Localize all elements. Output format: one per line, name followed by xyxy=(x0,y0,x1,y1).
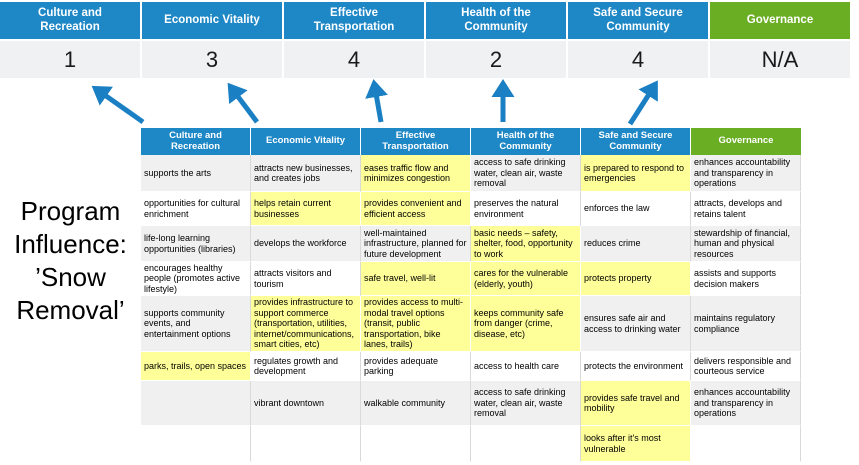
matrix-cell xyxy=(141,381,251,426)
matrix-cell xyxy=(141,426,251,462)
matrix-cell: attracts new businesses, and creates job… xyxy=(251,155,361,192)
matrix-cell: attracts visitors and tourism xyxy=(251,262,361,296)
matrix-cell: delivers responsible and courteous servi… xyxy=(691,352,801,381)
matrix-cell: keeps community safe from danger (crime,… xyxy=(471,296,581,352)
matrix-cell: provides safe travel and mobility xyxy=(581,381,691,426)
matrix-cell: access to health care xyxy=(471,352,581,381)
matrix-cell: access to safe drinking water, clean air… xyxy=(471,381,581,426)
matrix-cell xyxy=(691,426,801,462)
matrix-header-cell: Governance xyxy=(691,128,801,155)
priority-score-cell: 3 xyxy=(142,41,282,78)
matrix-cell: enforces the law xyxy=(581,192,691,226)
matrix-cell: maintains regulatory compliance xyxy=(691,296,801,352)
matrix-cell: ensures safe air and access to drinking … xyxy=(581,296,691,352)
priority-header-cell: Economic Vitality xyxy=(142,2,282,39)
priority-header-cell: Health of the Community xyxy=(426,2,566,39)
matrix-cell: life-long learning opportunities (librar… xyxy=(141,226,251,262)
priority-header-cell: Culture and Recreation xyxy=(0,2,140,39)
matrix-cell: assists and supports decision makers xyxy=(691,262,801,296)
program-label-line: Removal’ xyxy=(16,294,125,325)
matrix-cell: looks after it's most vulnerable xyxy=(581,426,691,462)
priority-header-cell: Governance xyxy=(710,2,850,39)
priorities-header-row: Culture and Recreation Economic Vitality E… xyxy=(0,2,850,39)
matrix-cell: attracts, develops and retains talent xyxy=(691,192,801,226)
priority-score-cell: 4 xyxy=(568,41,708,78)
matrix-cell: protects property xyxy=(581,262,691,296)
up-arrow-icon xyxy=(227,82,259,124)
matrix-cell: basic needs – safety, shelter, food, opp… xyxy=(471,226,581,262)
matrix-cell: provides infrastructure to support comme… xyxy=(251,296,361,352)
matrix-header-cell: Culture and Recreation xyxy=(141,128,251,155)
matrix-cell: helps retain current businesses xyxy=(251,192,361,226)
matrix-header-cell: Economic Vitality xyxy=(251,128,361,155)
matrix-cell: enhances accountability and transparency… xyxy=(691,155,801,192)
matrix-cell xyxy=(361,426,471,462)
matrix-cell: preserves the natural environment xyxy=(471,192,581,226)
matrix-cell: supports community events, and entertain… xyxy=(141,296,251,352)
matrix-cell: provides adequate parking xyxy=(361,352,471,381)
matrix-cell: is prepared to respond to emergencies xyxy=(581,155,691,192)
priorities-score-row: 1 3 4 2 4 N/A xyxy=(0,41,850,78)
priority-score-cell: 4 xyxy=(284,41,424,78)
matrix-cell: supports the arts xyxy=(141,155,251,192)
program-label-line: ’Snow xyxy=(35,261,106,292)
priority-score-cell: 1 xyxy=(0,41,140,78)
matrix-cell: enhances accountability and transparency… xyxy=(691,381,801,426)
matrix-cell: well-maintained infrastructure, planned … xyxy=(361,226,471,262)
matrix-cell xyxy=(251,426,361,462)
program-influence-label: Program Influence: ’Snow Removal’ xyxy=(0,128,141,465)
matrix-cell: encourages healthy people (promotes acti… xyxy=(141,262,251,296)
matrix-header-cell: Safe and Secure Community xyxy=(581,128,691,155)
priority-matrix-table: Culture and Recreation Economic Vitality E… xyxy=(141,128,801,462)
priority-header-cell: Safe and Secure Community xyxy=(568,2,708,39)
matrix-header-cell: Effective Transportation xyxy=(361,128,471,155)
program-label-line: Program xyxy=(20,195,121,226)
matrix-cell: access to safe drinking water, clean air… xyxy=(471,155,581,192)
priority-score-cell: 2 xyxy=(426,41,566,78)
matrix-cell xyxy=(471,426,581,462)
program-label-line: Influence: xyxy=(14,228,127,259)
matrix-cell: safe travel, well-lit xyxy=(361,262,471,296)
matrix-cell: walkable community xyxy=(361,381,471,426)
matrix-cell: regulates growth and development xyxy=(251,352,361,381)
priority-summary-band: Culture and Recreation Economic Vitality E… xyxy=(0,2,850,78)
matrix-cell: reduces crime xyxy=(581,226,691,262)
matrix-cell: develops the workforce xyxy=(251,226,361,262)
matrix-cell: stewardship of financial, human and phys… xyxy=(691,226,801,262)
up-arrow-icon xyxy=(365,79,388,123)
matrix-cell: parks, trails, open spaces xyxy=(141,352,251,381)
matrix-cell: protects the environment xyxy=(581,352,691,381)
up-arrow-icon xyxy=(91,85,145,125)
matrix-header-cell: Health of the Community xyxy=(471,128,581,155)
matrix-cell: eases traffic flow and minimizes congest… xyxy=(361,155,471,192)
matrix-cell: provides access to multi-modal travel op… xyxy=(361,296,471,352)
mapping-arrows xyxy=(91,78,658,126)
priority-header-cell: Effective Transportation xyxy=(284,2,424,39)
matrix-cell: vibrant downtown xyxy=(251,381,361,426)
matrix-cell: opportunities for cultural enrichment xyxy=(141,192,251,226)
up-arrow-icon xyxy=(627,80,658,126)
priority-score-cell: N/A xyxy=(710,41,850,78)
matrix-cell: provides convenient and efficient access xyxy=(361,192,471,226)
matrix-cell: cares for the vulnerable (elderly, youth… xyxy=(471,262,581,296)
